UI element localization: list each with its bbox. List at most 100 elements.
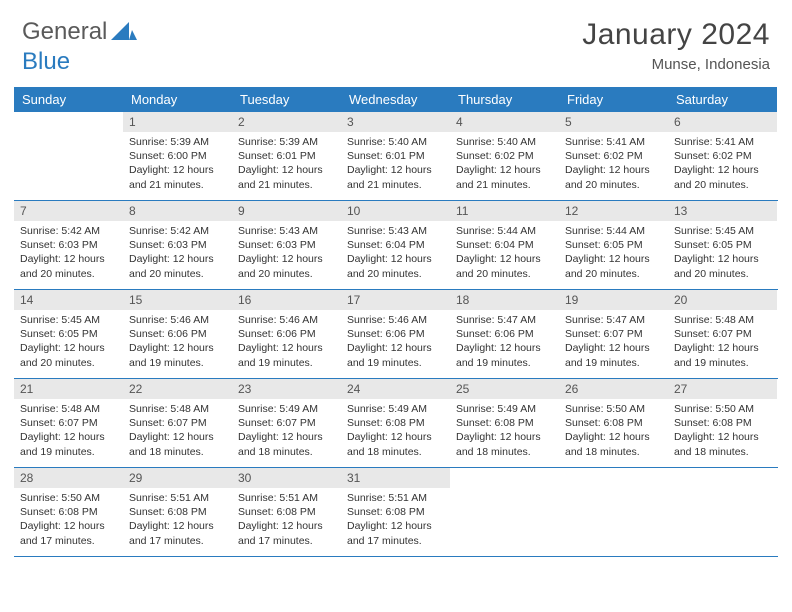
sunset-line: Sunset: 6:07 PM xyxy=(238,416,335,430)
cell-body: Sunrise: 5:46 AMSunset: 6:06 PMDaylight:… xyxy=(123,310,232,376)
calendar-cell: 25Sunrise: 5:49 AMSunset: 6:08 PMDayligh… xyxy=(450,379,559,467)
sunset-line: Sunset: 6:06 PM xyxy=(129,327,226,341)
weekday-header-row: SundayMondayTuesdayWednesdayThursdayFrid… xyxy=(14,87,778,112)
calendar-cell: 9Sunrise: 5:43 AMSunset: 6:03 PMDaylight… xyxy=(232,201,341,289)
day-number: 2 xyxy=(232,112,341,132)
calendar-cell: 12Sunrise: 5:44 AMSunset: 6:05 PMDayligh… xyxy=(559,201,668,289)
sunrise-line: Sunrise: 5:43 AM xyxy=(238,224,335,238)
day-number: 5 xyxy=(559,112,668,132)
daylight-line: Daylight: 12 hours and 20 minutes. xyxy=(674,163,771,191)
day-number: 17 xyxy=(341,290,450,310)
cell-body: Sunrise: 5:48 AMSunset: 6:07 PMDaylight:… xyxy=(14,399,123,465)
calendar-cell: 18Sunrise: 5:47 AMSunset: 6:06 PMDayligh… xyxy=(450,290,559,378)
day-number: 6 xyxy=(668,112,777,132)
sunrise-line: Sunrise: 5:41 AM xyxy=(565,135,662,149)
sunrise-line: Sunrise: 5:48 AM xyxy=(20,402,117,416)
sunrise-line: Sunrise: 5:42 AM xyxy=(129,224,226,238)
cell-body: Sunrise: 5:51 AMSunset: 6:08 PMDaylight:… xyxy=(341,488,450,554)
daylight-line: Daylight: 12 hours and 20 minutes. xyxy=(456,252,553,280)
sunrise-line: Sunrise: 5:41 AM xyxy=(674,135,771,149)
sunrise-line: Sunrise: 5:48 AM xyxy=(129,402,226,416)
daylight-line: Daylight: 12 hours and 19 minutes. xyxy=(565,341,662,369)
day-number: 1 xyxy=(123,112,232,132)
calendar-cell: 16Sunrise: 5:46 AMSunset: 6:06 PMDayligh… xyxy=(232,290,341,378)
day-number: 22 xyxy=(123,379,232,399)
daylight-line: Daylight: 12 hours and 19 minutes. xyxy=(238,341,335,369)
cell-body: Sunrise: 5:51 AMSunset: 6:08 PMDaylight:… xyxy=(123,488,232,554)
day-number: 21 xyxy=(14,379,123,399)
sunset-line: Sunset: 6:08 PM xyxy=(565,416,662,430)
calendar-week-row: 21Sunrise: 5:48 AMSunset: 6:07 PMDayligh… xyxy=(14,379,778,468)
weekday-header: Tuesday xyxy=(232,87,341,112)
day-number xyxy=(559,468,668,488)
cell-body: Sunrise: 5:50 AMSunset: 6:08 PMDaylight:… xyxy=(559,399,668,465)
day-number: 8 xyxy=(123,201,232,221)
daylight-line: Daylight: 12 hours and 19 minutes. xyxy=(456,341,553,369)
calendar-cell: 30Sunrise: 5:51 AMSunset: 6:08 PMDayligh… xyxy=(232,468,341,556)
calendar-cell: 21Sunrise: 5:48 AMSunset: 6:07 PMDayligh… xyxy=(14,379,123,467)
day-number xyxy=(14,112,123,132)
day-number: 28 xyxy=(14,468,123,488)
calendar-cell xyxy=(668,468,777,556)
day-number: 30 xyxy=(232,468,341,488)
day-number: 16 xyxy=(232,290,341,310)
calendar-cell: 5Sunrise: 5:41 AMSunset: 6:02 PMDaylight… xyxy=(559,112,668,200)
sunrise-line: Sunrise: 5:51 AM xyxy=(347,491,444,505)
sunrise-line: Sunrise: 5:40 AM xyxy=(456,135,553,149)
daylight-line: Daylight: 12 hours and 21 minutes. xyxy=(456,163,553,191)
daylight-line: Daylight: 12 hours and 18 minutes. xyxy=(347,430,444,458)
day-number: 25 xyxy=(450,379,559,399)
sunset-line: Sunset: 6:07 PM xyxy=(565,327,662,341)
daylight-line: Daylight: 12 hours and 18 minutes. xyxy=(238,430,335,458)
sunrise-line: Sunrise: 5:45 AM xyxy=(674,224,771,238)
daylight-line: Daylight: 12 hours and 18 minutes. xyxy=(456,430,553,458)
cell-body: Sunrise: 5:43 AMSunset: 6:03 PMDaylight:… xyxy=(232,221,341,287)
calendar-cell: 15Sunrise: 5:46 AMSunset: 6:06 PMDayligh… xyxy=(123,290,232,378)
day-number: 26 xyxy=(559,379,668,399)
day-number: 4 xyxy=(450,112,559,132)
daylight-line: Daylight: 12 hours and 20 minutes. xyxy=(674,252,771,280)
cell-body: Sunrise: 5:50 AMSunset: 6:08 PMDaylight:… xyxy=(14,488,123,554)
sunset-line: Sunset: 6:02 PM xyxy=(674,149,771,163)
calendar-cell: 22Sunrise: 5:48 AMSunset: 6:07 PMDayligh… xyxy=(123,379,232,467)
sunrise-line: Sunrise: 5:46 AM xyxy=(129,313,226,327)
sunset-line: Sunset: 6:00 PM xyxy=(129,149,226,163)
day-number: 23 xyxy=(232,379,341,399)
daylight-line: Daylight: 12 hours and 17 minutes. xyxy=(129,519,226,547)
cell-body: Sunrise: 5:46 AMSunset: 6:06 PMDaylight:… xyxy=(341,310,450,376)
daylight-line: Daylight: 12 hours and 17 minutes. xyxy=(20,519,117,547)
calendar-cell: 29Sunrise: 5:51 AMSunset: 6:08 PMDayligh… xyxy=(123,468,232,556)
weekday-header: Saturday xyxy=(668,87,777,112)
title-block: January 2024 Munse, Indonesia xyxy=(582,18,770,73)
calendar-cell: 7Sunrise: 5:42 AMSunset: 6:03 PMDaylight… xyxy=(14,201,123,289)
logo-text-blue: Blue xyxy=(22,48,70,75)
calendar-cell: 20Sunrise: 5:48 AMSunset: 6:07 PMDayligh… xyxy=(668,290,777,378)
daylight-line: Daylight: 12 hours and 18 minutes. xyxy=(129,430,226,458)
sunrise-line: Sunrise: 5:47 AM xyxy=(456,313,553,327)
daylight-line: Daylight: 12 hours and 19 minutes. xyxy=(674,341,771,369)
calendar-cell: 24Sunrise: 5:49 AMSunset: 6:08 PMDayligh… xyxy=(341,379,450,467)
day-number: 14 xyxy=(14,290,123,310)
day-number: 9 xyxy=(232,201,341,221)
weekday-header: Wednesday xyxy=(341,87,450,112)
calendar-cell: 28Sunrise: 5:50 AMSunset: 6:08 PMDayligh… xyxy=(14,468,123,556)
cell-body: Sunrise: 5:48 AMSunset: 6:07 PMDaylight:… xyxy=(668,310,777,376)
daylight-line: Daylight: 12 hours and 20 minutes. xyxy=(565,163,662,191)
calendar-cell: 6 Sunrise: 5:41 AMSunset: 6:02 PMDaylight… xyxy=(668,112,777,200)
calendar-cell: 8Sunrise: 5:42 AMSunset: 6:03 PMDaylight… xyxy=(123,201,232,289)
page-header: General January 2024 Munse, Indonesia xyxy=(0,0,792,81)
sunrise-line: Sunrise: 5:43 AM xyxy=(347,224,444,238)
sunset-line: Sunset: 6:02 PM xyxy=(456,149,553,163)
calendar-cell: 13Sunrise: 5:45 AMSunset: 6:05 PMDayligh… xyxy=(668,201,777,289)
sunrise-line: Sunrise: 5:46 AM xyxy=(238,313,335,327)
calendar-cell: 14Sunrise: 5:45 AMSunset: 6:05 PMDayligh… xyxy=(14,290,123,378)
daylight-line: Daylight: 12 hours and 20 minutes. xyxy=(238,252,335,280)
cell-body: Sunrise: 5:41 AMSunset: 6:02 PMDaylight:… xyxy=(559,132,668,198)
cell-body: Sunrise: 5:45 AMSunset: 6:05 PMDaylight:… xyxy=(668,221,777,287)
sunrise-line: Sunrise: 5:49 AM xyxy=(456,402,553,416)
sunrise-line: Sunrise: 5:45 AM xyxy=(20,313,117,327)
sunrise-line: Sunrise: 5:44 AM xyxy=(565,224,662,238)
calendar-week-row: 7Sunrise: 5:42 AMSunset: 6:03 PMDaylight… xyxy=(14,201,778,290)
day-number: 18 xyxy=(450,290,559,310)
daylight-line: Daylight: 12 hours and 19 minutes. xyxy=(347,341,444,369)
